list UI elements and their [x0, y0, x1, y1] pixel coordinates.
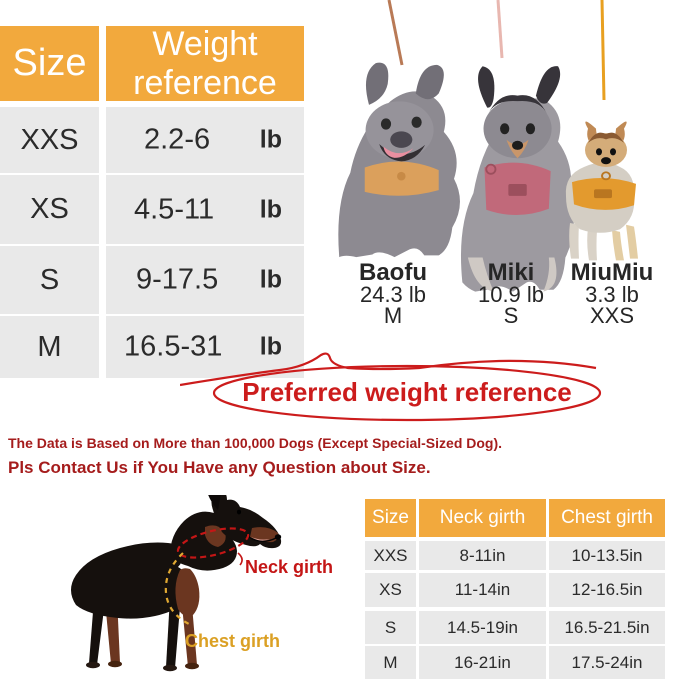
svg-text:Preferred weight reference: Preferred weight reference: [242, 377, 571, 407]
svg-text:Chest girth: Chest girth: [185, 631, 280, 651]
svg-text:M: M: [384, 303, 402, 328]
svg-text:Neck girth: Neck girth: [245, 557, 333, 577]
svg-text:XXS: XXS: [590, 303, 634, 328]
svg-text:S: S: [504, 303, 519, 328]
